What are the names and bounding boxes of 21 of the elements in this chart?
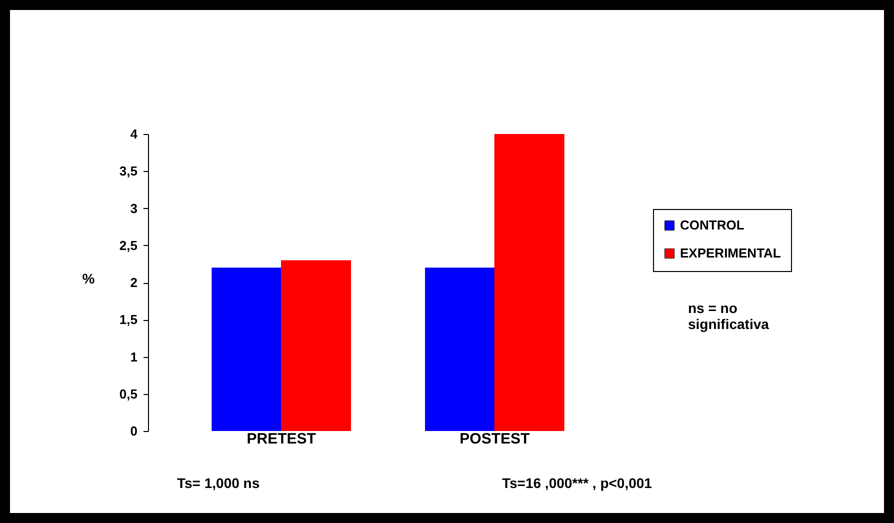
bar [281,260,351,431]
text: ns = no significativa [688,300,770,332]
bar [425,268,495,431]
y-tick-label: 2 [130,275,138,290]
y-tick-label: 1,5 [119,312,138,328]
text: Ts= 1,000 ns [177,475,260,491]
x-tick-label: PRETEST [246,430,316,448]
text: Ts=16 ,000*** , p<0,001 [502,475,652,491]
y-tick-label: 3,5 [119,164,138,179]
x-tick-label: POSTEST [460,430,530,448]
y-tick-label: 1 [130,349,138,364]
y-tick-label: 3 [130,200,138,216]
y-tick-label: 2,5 [119,238,138,253]
y-tick-label: 0,5 [119,386,138,402]
bar [212,268,282,431]
y-tick-label: 4 [130,126,138,142]
legend-label: EXPERIMENTAL [680,246,781,260]
legend-label: CONTROL [680,218,744,232]
bar [494,134,564,431]
y-tick-label: 0 [130,424,138,438]
y-axis-title: % [82,270,96,286]
